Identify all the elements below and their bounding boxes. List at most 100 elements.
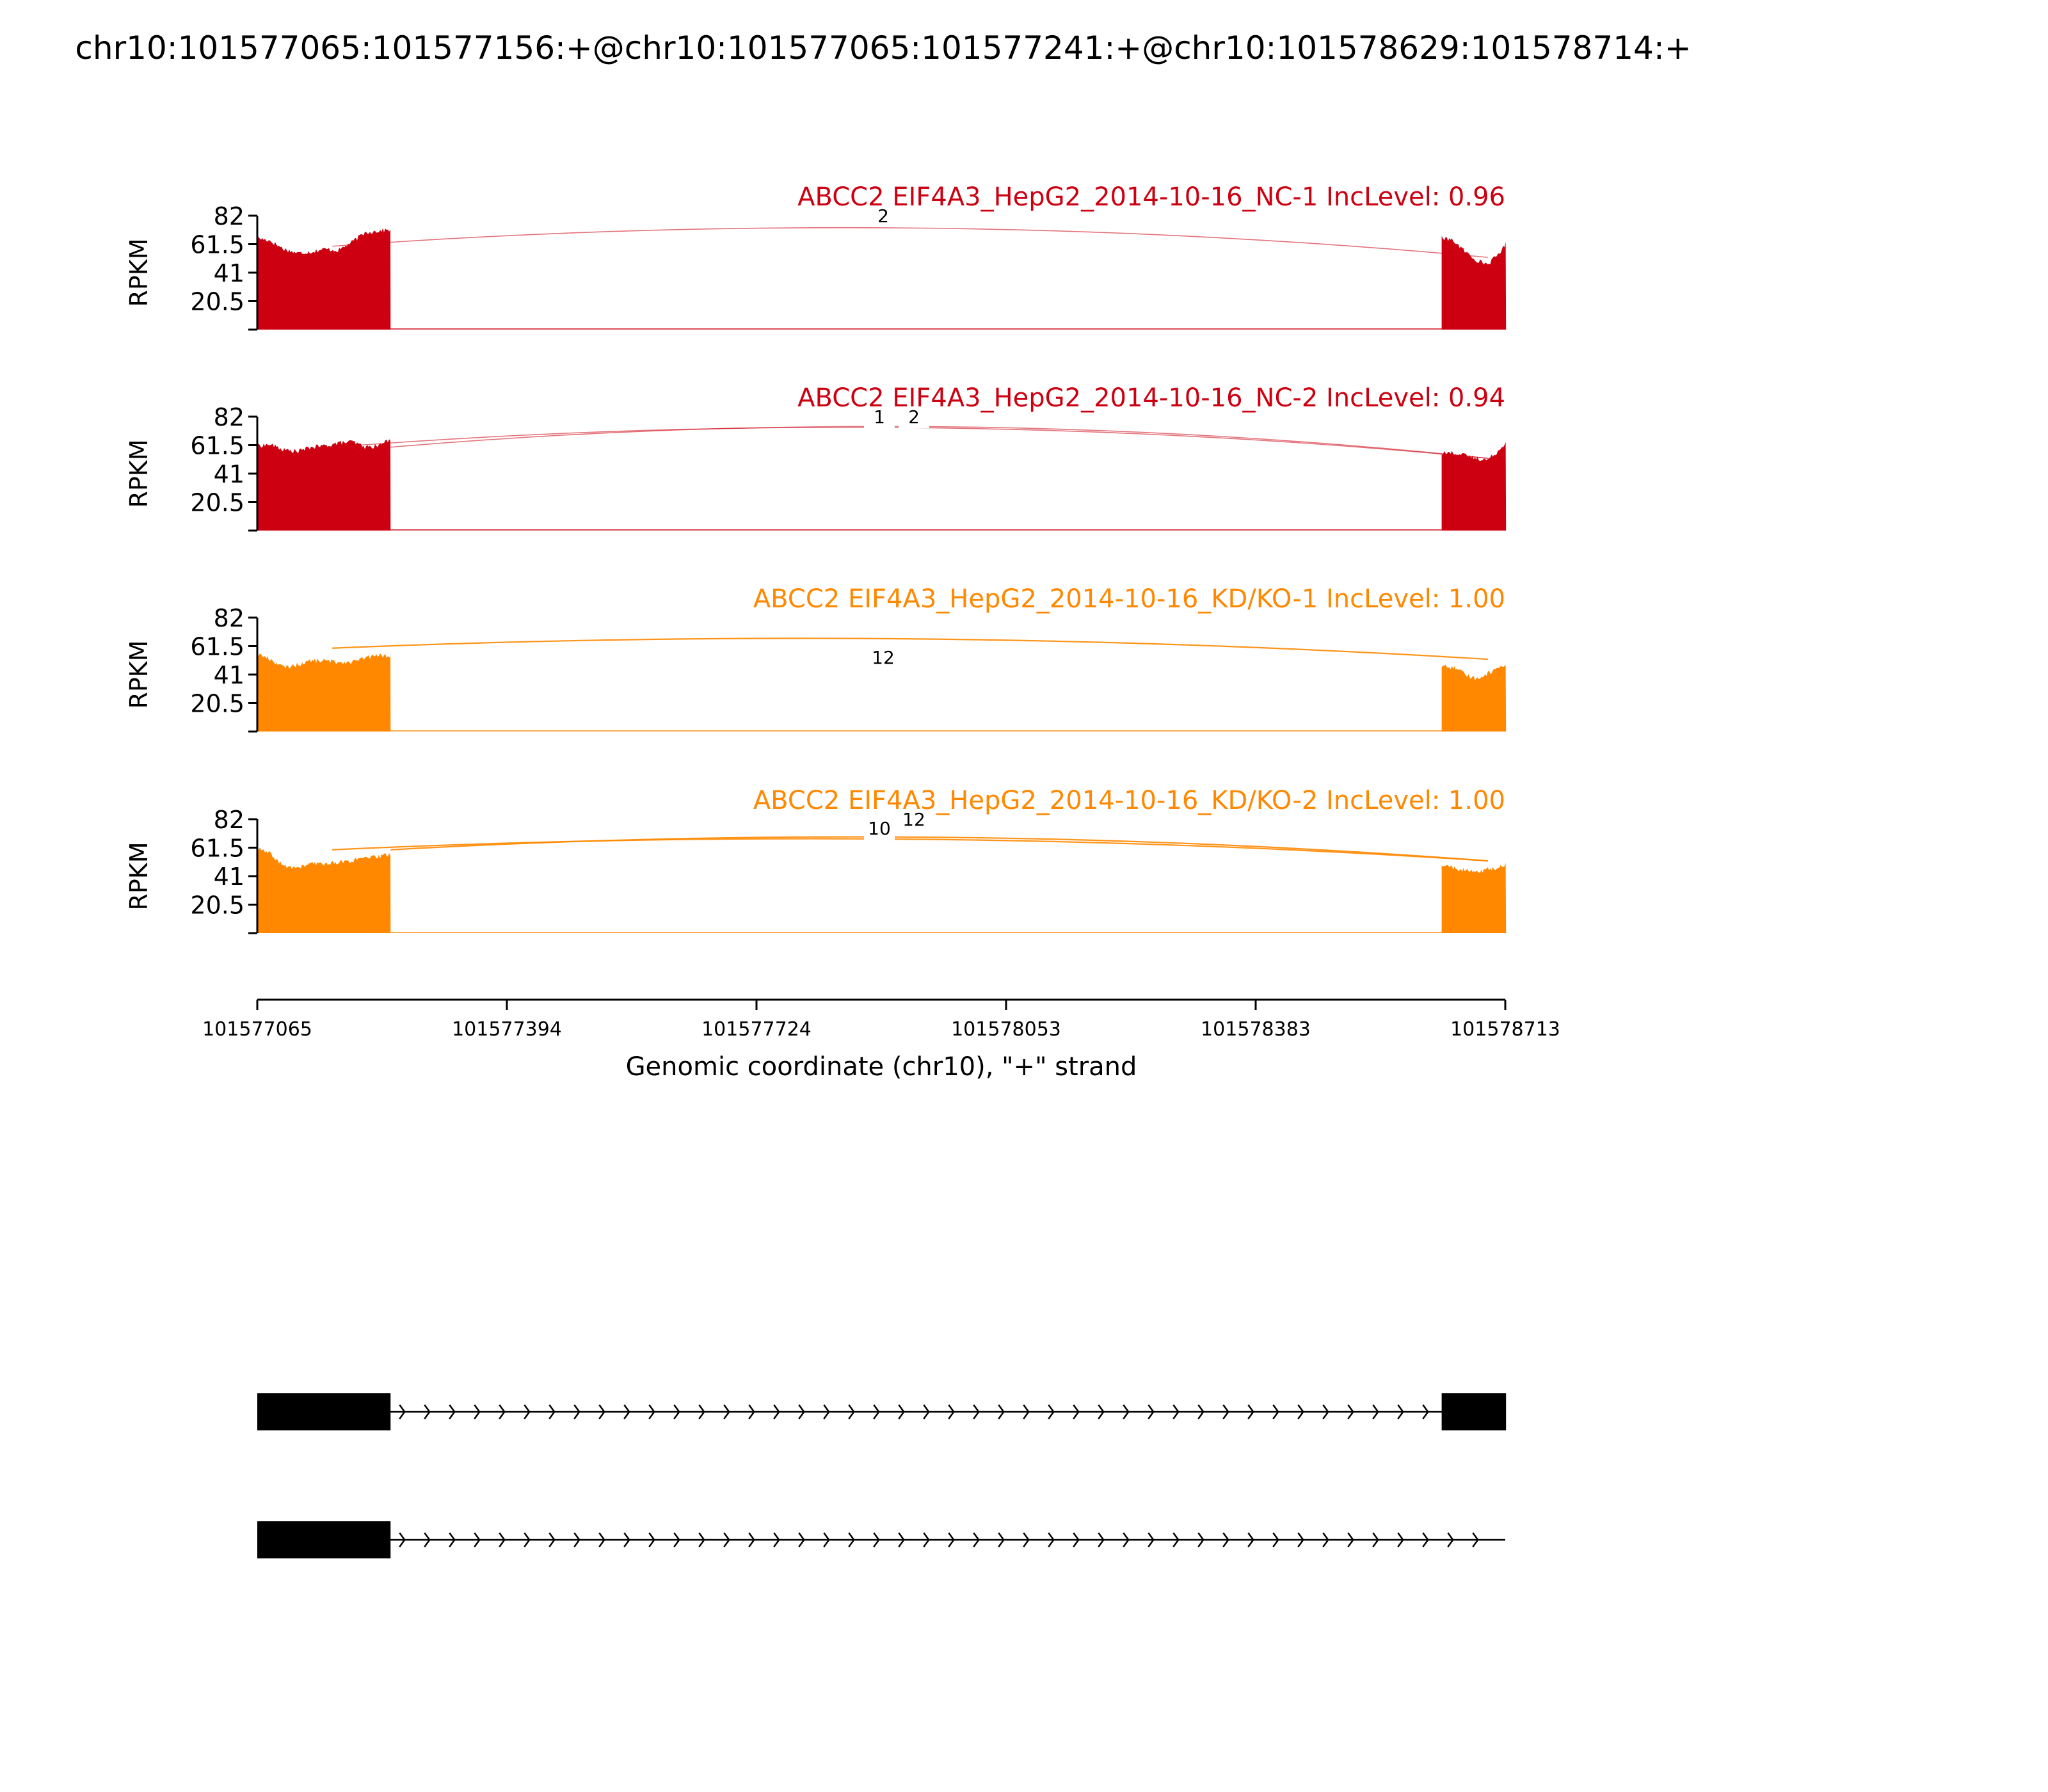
- y-tick-label: 41: [214, 460, 244, 488]
- strand-arrow: [1347, 1404, 1354, 1420]
- strand-arrow: [524, 1532, 531, 1548]
- strand-arrow: [948, 1532, 955, 1548]
- coverage-area: [1441, 236, 1507, 330]
- strand-arrow: [474, 1404, 481, 1420]
- strand-arrow: [1148, 1404, 1155, 1420]
- junction-arc: [390, 836, 1488, 862]
- coverage-area: [1441, 664, 1507, 732]
- coverage-area: [1441, 442, 1507, 531]
- strand-arrow: [449, 1532, 456, 1548]
- strand-arrow: [1422, 1532, 1429, 1548]
- y-tick-label: 41: [214, 259, 244, 287]
- strand-arrow: [1073, 1404, 1080, 1420]
- strand-arrow: [648, 1532, 655, 1548]
- strand-arrow: [1148, 1532, 1155, 1548]
- y-tick-label: 20.5: [190, 489, 244, 517]
- strand-arrow: [1023, 1404, 1030, 1420]
- junction-label: 1: [874, 406, 885, 428]
- strand-arrow: [1472, 1532, 1479, 1548]
- strand-arrow: [499, 1532, 506, 1548]
- strand-arrow: [973, 1404, 980, 1420]
- track-title: ABCC2 EIF4A3_HepG2_2014-10-16_KD/KO-2 In…: [753, 786, 1505, 815]
- strand-arrow: [1123, 1404, 1130, 1420]
- strand-arrow: [673, 1404, 680, 1420]
- strand-arrow: [424, 1532, 431, 1548]
- junction-label: 2: [877, 205, 889, 227]
- strand-arrow: [1347, 1532, 1354, 1548]
- figure-title: chr10:101577065:101577156:+@chr10:101577…: [75, 29, 1691, 67]
- y-tick-label: 82: [214, 202, 244, 230]
- x-tick-label: 101578383: [1201, 1018, 1311, 1041]
- strand-arrow: [424, 1404, 431, 1420]
- y-tick-label: 61.5: [190, 231, 244, 259]
- strand-arrow: [1422, 1404, 1429, 1420]
- junction-arc: [332, 838, 1488, 862]
- strand-arrow: [1222, 1532, 1229, 1548]
- junction-label-bg: [868, 208, 899, 227]
- strand-arrow: [748, 1532, 755, 1548]
- y-tick-label: 41: [214, 863, 244, 891]
- track-title: ABCC2 EIF4A3_HepG2_2014-10-16_KD/KO-1 In…: [753, 584, 1505, 614]
- strand-arrow: [923, 1532, 930, 1548]
- strand-arrow: [1372, 1404, 1379, 1420]
- gene-model-1: [257, 1393, 1507, 1430]
- strand-arrow: [798, 1532, 805, 1548]
- y-tick-label: 61.5: [190, 633, 244, 661]
- strand-arrow: [1123, 1532, 1130, 1548]
- strand-arrow: [1073, 1532, 1080, 1548]
- strand-arrow: [748, 1404, 755, 1420]
- strand-arrow: [474, 1532, 481, 1548]
- gene-models: [257, 1393, 1507, 1558]
- strand-arrow: [698, 1532, 705, 1548]
- exon-block: [257, 1393, 391, 1430]
- track-title: ABCC2 EIF4A3_HepG2_2014-10-16_NC-2 IncLe…: [797, 383, 1505, 413]
- x-axis: 101577065 101577394 101577724 101578053 1015…: [202, 998, 1560, 1082]
- strand-arrow: [1397, 1404, 1404, 1420]
- strand-arrow: [848, 1532, 855, 1548]
- x-tick-label: 101577394: [452, 1018, 562, 1041]
- coverage-area: [257, 847, 391, 933]
- y-tick-label: 82: [214, 403, 244, 431]
- strand-arrow: [598, 1532, 605, 1548]
- junction-label-bg: [899, 409, 929, 428]
- strand-arrow: [1272, 1532, 1279, 1548]
- y-axis-label: RPKM: [125, 238, 153, 307]
- junction-label-bg: [864, 820, 895, 840]
- junction-label: 10: [868, 818, 891, 839]
- gene-model-2: [257, 1521, 1505, 1558]
- strand-arrow: [898, 1404, 905, 1420]
- strand-arrow: [1098, 1404, 1105, 1420]
- coverage-area: [1441, 863, 1507, 933]
- coverage-area: [257, 228, 391, 330]
- junction-arc: [332, 637, 1488, 660]
- strand-arrow: [1222, 1404, 1229, 1420]
- y-tick-label: 20.5: [190, 690, 244, 718]
- junction-arc: [390, 426, 1488, 459]
- x-tick-label: 101577724: [701, 1018, 812, 1041]
- x-tick-label: 101577065: [202, 1018, 312, 1041]
- strand-arrow: [1023, 1532, 1030, 1548]
- strand-arrow: [548, 1404, 556, 1420]
- strand-arrow: [399, 1404, 406, 1420]
- strand-arrow: [1098, 1532, 1105, 1548]
- strand-arrow: [573, 1532, 580, 1548]
- junction-label: 12: [902, 809, 925, 830]
- strand-arrow: [1197, 1532, 1204, 1548]
- strand-arrow: [1048, 1532, 1055, 1548]
- y-tick-label: 61.5: [190, 835, 244, 863]
- strand-arrow: [623, 1532, 630, 1548]
- x-axis-label: Genomic coordinate (chr10), "+" strand: [626, 1052, 1137, 1082]
- strand-arrow: [1322, 1532, 1329, 1548]
- y-tick-label: 61.5: [190, 432, 244, 460]
- junction-label-bg: [864, 409, 895, 428]
- strand-arrow: [1172, 1404, 1180, 1420]
- junction-label-bg: [899, 812, 929, 831]
- strand-arrow: [1322, 1404, 1329, 1420]
- y-tick-label: 82: [214, 806, 244, 834]
- coverage-area: [257, 439, 391, 531]
